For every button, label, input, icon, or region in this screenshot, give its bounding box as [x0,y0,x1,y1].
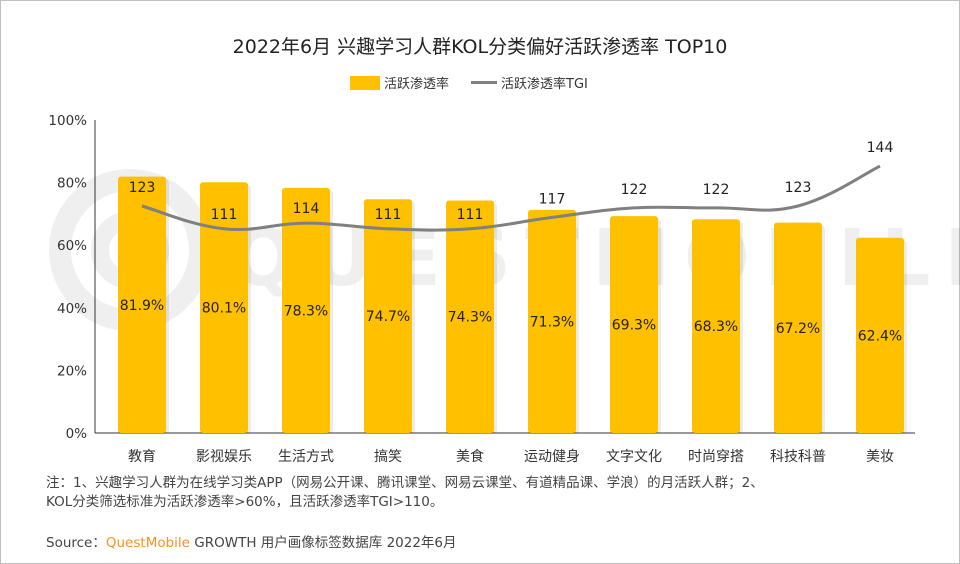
x-tick-label: 生活方式 [278,449,334,465]
bar-value-label: 67.2% [776,321,820,337]
y-tick-label: 40% [57,301,87,317]
legend: 活跃渗透率 活跃渗透率TGI [350,73,588,92]
chart-title: 2022年6月 兴趣学习人群KOL分类偏好活跃渗透率 TOP10 [232,36,728,58]
bar [200,182,248,433]
bar-value-label: 81.9% [120,298,164,314]
y-tick-label: 80% [57,176,87,192]
bar-value-label: 80.1% [202,301,246,317]
legend-line-swatch [471,81,498,84]
x-tick-label: 文字文化 [606,449,662,465]
bar [364,199,412,433]
bar [282,187,330,433]
bar-value-label: 71.3% [530,314,574,330]
bar-value-label: 78.3% [284,303,328,319]
tgi-line [141,164,881,232]
bar-value-label: 68.3% [694,319,738,335]
source-brand: QuestMobile [105,535,190,551]
tgi-value-label: 117 [539,191,566,207]
legend-line-label: 活跃渗透率TGI [501,77,588,92]
bar-value-label: 74.7% [366,309,410,325]
legend-bar-swatch [350,75,380,90]
bar [610,216,658,433]
y-tick-label: 0% [66,426,88,442]
source-rest: GROWTH 用户画像标签数据库 2022年6月 [189,535,457,551]
source: Source：QuestMobile GROWTH 用户画像标签数据库 2022… [46,531,457,551]
tgi-value-label: 111 [375,207,402,223]
bar-value-label: 74.3% [448,310,492,326]
bar [446,200,494,433]
tgi-value-label: 123 [129,180,156,196]
tgi-value-label: 144 [867,140,894,156]
x-tick-label: 美妆 [866,449,894,465]
footnote-line-2: KOL分类筛选标准为活跃渗透率>60%，且活跃渗透率TGI>110。 [46,494,444,510]
footnote-line-1: 注：1、兴趣学习人群为在线学习类APP（网易公开课、腾讯课堂、网易云课堂、有道精… [46,475,764,491]
y-tick-label: 20% [57,363,87,379]
bar [528,209,576,433]
bar-value-label: 62.4% [858,328,902,344]
x-tick-label: 科技科普 [770,449,826,465]
bar [118,176,166,433]
x-tick-label: 运动健身 [524,449,580,465]
y-tick-label: 100% [48,113,87,129]
y-tick-label: 60% [57,238,87,254]
source-label: Source： [46,535,106,551]
tgi-value-label: 111 [211,207,238,223]
bar-value-label: 69.3% [612,318,656,334]
x-tick-label: 搞笑 [374,449,402,465]
bar [856,237,904,433]
x-tick-label: 时尚穿搭 [688,449,744,465]
bar [774,222,822,433]
tgi-value-label: 122 [621,182,648,198]
tgi-value-label: 114 [293,201,320,217]
footnote: 注：1、兴趣学习人群为在线学习类APP（网易公开课、腾讯课堂、网易云课堂、有道精… [46,474,764,512]
tgi-value-label: 123 [785,180,812,196]
x-tick-label: 美食 [456,448,484,465]
tgi-value-label: 111 [457,207,484,223]
tgi-value-label: 122 [703,182,730,198]
svg-text:QUESTMOBILE: QUESTMOBILE [230,214,960,304]
bar [692,219,740,433]
legend-bar-label: 活跃渗透率 [384,77,450,92]
x-tick-label: 教育 [128,449,156,465]
x-tick-label: 影视娱乐 [196,449,252,465]
